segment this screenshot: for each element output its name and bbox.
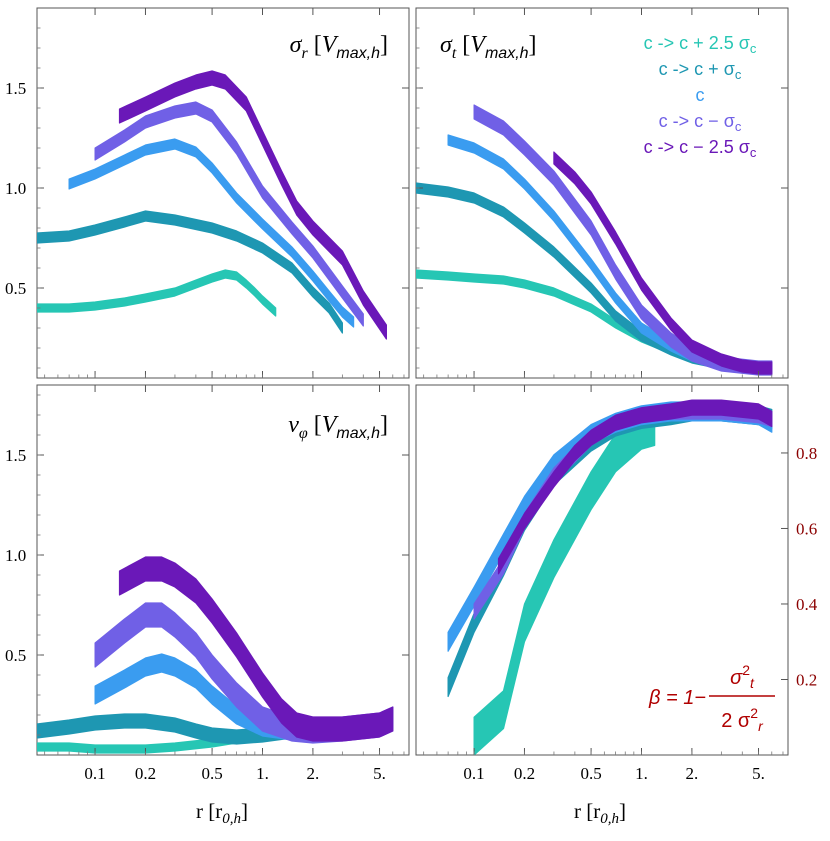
x-tick-label-beta-3: 1. [635,764,648,783]
panel-title-v-phi: vφ [Vmax,h] [288,412,388,442]
band-sigma_r-3 [94,101,364,327]
band-v_phi-4 [118,556,394,742]
x-tick-label-v_phi-2: 0.5 [201,764,222,783]
x-tick-label-v_phi-3: 1. [256,764,269,783]
band-sigma_r-4 [118,70,387,340]
panel-frame-v-phi [36,384,410,756]
y-tick-label-v_phi-0: 0.5 [5,646,26,665]
beta-formula-numerator: σ2t [730,662,755,691]
legend-entry-plus-sigma: c -> c + σc [659,59,742,82]
x-axis-title-left: r [r0,h] [196,799,248,827]
panel-title-sigma-t: σt [Vmax,h] [440,32,537,62]
x-axis-title-right: r [r0,h] [574,799,626,827]
x-tick-label-v_phi-1: 0.2 [135,764,156,783]
data-bands [37,70,773,755]
y-tick-label-beta-3: 0.8 [796,444,817,463]
y-tick-label-sigma_r-2: 1.5 [5,79,26,98]
y-tick-label-beta-1: 0.4 [796,595,818,614]
y-tick-label-sigma_r-1: 1.0 [5,179,26,198]
band-sigma_r-2 [68,138,355,328]
y-tick-label-beta-0: 0.2 [796,670,817,689]
band-beta-4 [497,399,773,575]
y-tick-label-v_phi-1: 1.0 [5,546,26,565]
band-sigma_t-4 [553,151,773,375]
band-beta-0 [473,407,656,755]
x-tick-label-beta-4: 2. [686,764,699,783]
y-tick-label-beta-2: 0.6 [796,519,817,538]
beta-formula-denominator: 2 σ2r [721,705,764,734]
legend-entry-c: c [696,85,705,105]
panel-title-sigma-r: σr [Vmax,h] [290,32,388,62]
y-tick-label-sigma_r-0: 0.5 [5,279,26,298]
axis-ticks: 0.5 1.0 1.5 0.1 0.2 0.5 1. 2. 5. 0.5 1.0 1.5 0.1 0.2 0… [5,8,818,783]
x-tick-label-v_phi-0: 0.1 [84,764,105,783]
y-tick-label-v_phi-2: 1.5 [5,446,26,465]
beta-formula: β = 1− σ2t 2 σ2r [648,662,775,734]
panel-frame-beta [415,384,789,756]
x-tick-label-v_phi-4: 2. [307,764,320,783]
legend-entry-minus-2-5-sigma: c -> c − 2.5 σc [644,137,757,160]
x-tick-label-beta-1: 0.2 [514,764,535,783]
legend: c -> c + 2.5 σc c -> c + σc c c -> c − σ… [644,33,757,160]
panel-frame-sigma-r [36,7,410,379]
legend-entry-plus-2-5-sigma: c -> c + 2.5 σc [644,33,757,56]
x-tick-label-beta-5: 5. [752,764,765,783]
band-sigma_r-0 [37,269,277,317]
x-tick-label-beta-2: 0.5 [580,764,601,783]
beta-formula-lhs: β = 1− [648,687,706,709]
x-tick-label-beta-0: 0.1 [463,764,484,783]
legend-entry-minus-sigma: c -> c − σc [659,111,742,134]
x-tick-label-v_phi-5: 5. [373,764,386,783]
band-sigma_r-1 [37,210,343,334]
